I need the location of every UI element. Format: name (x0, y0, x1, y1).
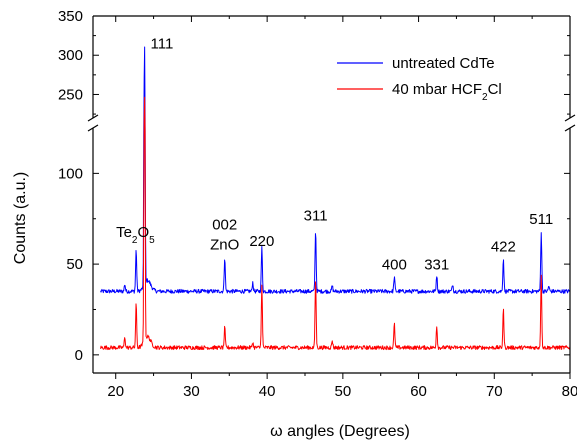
y-tick-label-350: 350 (58, 8, 83, 25)
annotation-layer: 111 Te2O5 002 ZnO 220 311 400 331 422 511 (116, 36, 553, 274)
x-tick-label-30: 30 (183, 383, 200, 400)
x-tick-label-40: 40 (259, 383, 276, 400)
series-layer (100, 46, 571, 351)
peak-label-6: 400 (382, 257, 407, 274)
legend-label-treated: 40 mbar HCF2Cl (392, 81, 502, 103)
x-tick-label-50: 50 (335, 383, 352, 400)
x-tick-label-60: 60 (410, 383, 427, 400)
series-line-1 (100, 96, 571, 351)
x-tick-label-80: 80 (562, 383, 577, 400)
y-tick-label-50: 50 (66, 256, 83, 273)
y-tick-label-300: 300 (58, 47, 83, 64)
break-mark-bottom-0 (87, 124, 99, 132)
break-mark-top-1 (564, 114, 576, 122)
break-mark-bottom-1 (564, 124, 576, 132)
tick-layer: 20 30 40 50 60 70 80 0 50 100 250 300 350 (58, 8, 577, 400)
peak-label-9: 511 (529, 211, 553, 228)
peak-label-1: Te2O5 (116, 224, 155, 246)
peak-label-0: 111 (150, 36, 173, 53)
x-tick-label-70: 70 (486, 383, 503, 400)
peak-label-2: 002 (212, 217, 237, 234)
x-axis-label: ω angles (Degrees) (270, 423, 410, 440)
peak-label-5: 311 (304, 208, 328, 225)
series-line-0 (100, 46, 571, 294)
y-tick-label-250: 250 (58, 86, 83, 103)
y-tick-label-100: 100 (58, 165, 83, 182)
peak-label-4: 220 (249, 233, 274, 250)
plot-frame (87, 15, 576, 374)
peak-label-7: 331 (424, 257, 449, 274)
peak-label-8: 422 (491, 238, 516, 255)
y-tick-label-0: 0 (75, 347, 83, 364)
y-axis-label: Counts (a.u.) (12, 172, 29, 264)
legend-label-untreated: untreated CdTe (392, 55, 495, 72)
legend: untreated CdTe 40 mbar HCF2Cl (337, 55, 502, 103)
x-tick-label-20: 20 (107, 383, 124, 400)
peak-label-3: ZnO (210, 237, 239, 254)
break-mark-top-0 (87, 114, 99, 122)
